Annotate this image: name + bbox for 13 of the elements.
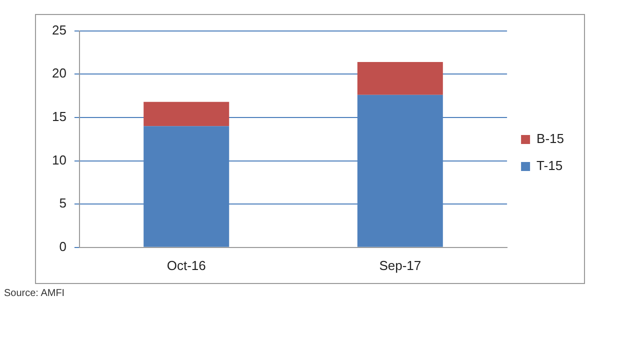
- bar: [144, 102, 230, 126]
- source-note: Source: AMFI: [4, 288, 65, 299]
- bar: [357, 62, 443, 95]
- x-tick-label: Oct-16: [166, 258, 206, 273]
- y-tick-label: 10: [52, 152, 66, 168]
- legend-label: B-15: [536, 131, 564, 146]
- legend-label: T-15: [536, 158, 563, 174]
- y-tick-label: 15: [52, 109, 66, 124]
- y-tick-label: 0: [59, 238, 66, 254]
- y-tick-label: 25: [52, 22, 66, 38]
- x-tick-label: Sep-17: [379, 258, 422, 273]
- y-tick-label: 5: [59, 196, 66, 211]
- y-tick-label: 20: [52, 66, 66, 81]
